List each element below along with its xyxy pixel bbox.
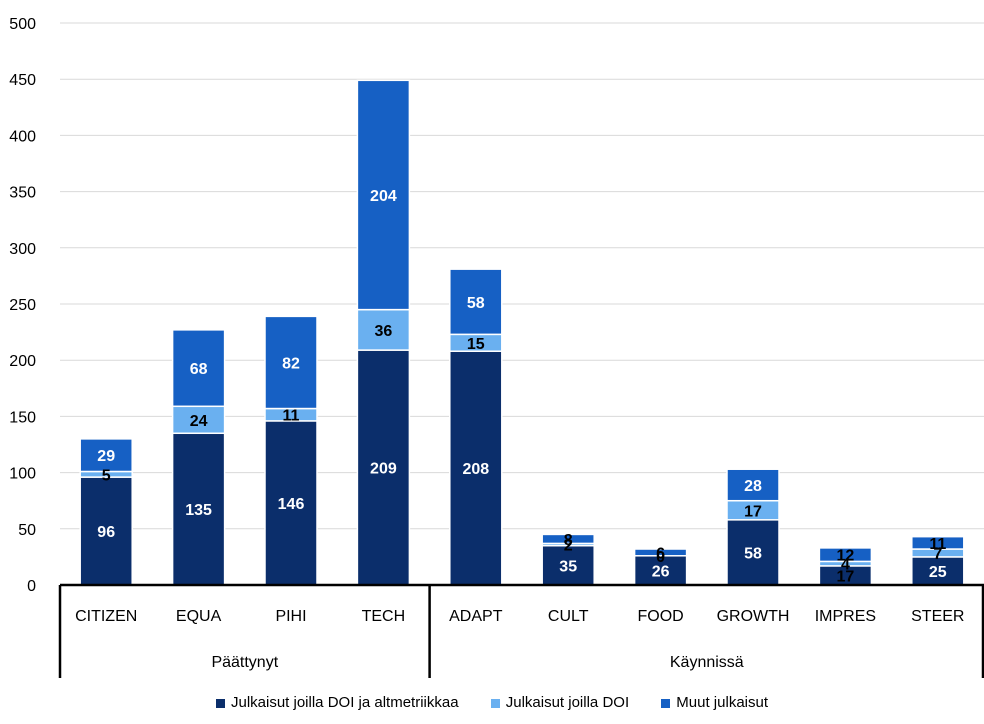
data-label: 4 <box>841 557 850 574</box>
bar-segment <box>633 555 688 586</box>
data-label: 58 <box>467 295 485 312</box>
legend: Julkaisut joilla DOI ja altmetriikkaa Ju… <box>0 694 984 711</box>
legend-swatch <box>215 698 225 708</box>
bar-segment <box>541 533 595 545</box>
y-tick-label: 100 <box>9 466 36 483</box>
bar-segment <box>356 79 411 311</box>
data-label: 5 <box>102 467 111 484</box>
x-tick-label: STEER <box>911 608 964 625</box>
legend-item-doi: Julkaisut joilla DOI <box>490 694 630 711</box>
x-tick-label: GROWTH <box>717 608 790 625</box>
data-label: 11 <box>929 536 946 553</box>
data-label: 208 <box>462 461 489 478</box>
y-tick-label: 150 <box>9 409 36 426</box>
bar-segment <box>171 329 226 408</box>
data-label: 29 <box>97 448 115 465</box>
bar-segment <box>726 468 780 502</box>
bar-segment <box>541 544 595 586</box>
group-label: Päättynyt <box>211 654 278 671</box>
y-tick-label: 250 <box>9 297 36 314</box>
x-tick-label: TECH <box>362 608 406 625</box>
bar-segment <box>633 548 688 557</box>
bar-segment <box>264 420 318 586</box>
y-tick-label: 200 <box>9 353 36 370</box>
x-tick-label: IMPRES <box>815 608 876 625</box>
bar-segment <box>449 268 503 336</box>
bar-segment <box>818 547 873 563</box>
bar-segment <box>171 405 226 435</box>
group-label: Käynnissä <box>670 654 744 671</box>
data-label: 25 <box>929 564 947 581</box>
data-label: 96 <box>97 524 115 541</box>
x-tick-label: FOOD <box>637 608 683 625</box>
bar-segment <box>911 535 965 550</box>
legend-item-other: Muut julkaisut <box>661 694 768 711</box>
x-tick-label: PIHI <box>275 608 306 625</box>
x-axis: CITIZEN EQUA PIHI TECH ADAPT CULT FOOD GROWTH IM… <box>58 583 984 678</box>
y-tick-label: 500 <box>9 16 36 33</box>
x-tick-label: CITIZEN <box>75 608 137 625</box>
legend-label: Julkaisut joilla DOI <box>505 694 630 711</box>
data-label: 36 <box>375 323 393 340</box>
x-tick-label: ADAPT <box>449 608 503 625</box>
data-label: 7 <box>933 546 942 563</box>
y-tick-label: 50 <box>18 522 36 539</box>
data-label: 17 <box>837 568 855 585</box>
data-label: 68 <box>190 361 208 378</box>
data-label: 26 <box>652 563 670 580</box>
bar-segment <box>264 315 318 410</box>
data-label: 0 <box>656 549 665 566</box>
legend-swatch <box>661 698 671 708</box>
data-label: 135 <box>185 502 212 519</box>
data-label: 17 <box>744 503 762 520</box>
data-label: 82 <box>282 355 300 372</box>
data-label: 6 <box>656 545 665 562</box>
data-label: 146 <box>278 496 305 513</box>
bars <box>79 79 965 586</box>
data-label: 15 <box>467 336 485 353</box>
y-tick-label: 0 <box>27 578 36 595</box>
y-tick-label: 300 <box>9 241 36 258</box>
y-tick-label: 350 <box>9 185 36 202</box>
x-tick-label: CULT <box>548 608 589 625</box>
legend-swatch <box>490 698 500 708</box>
data-label: 58 <box>744 545 762 562</box>
data-label: 204 <box>370 188 397 205</box>
x-tick-label: EQUA <box>176 608 222 625</box>
bar-segment <box>449 350 503 586</box>
legend-label: Julkaisut joilla DOI ja altmetriikkaa <box>230 694 459 711</box>
data-label: 209 <box>370 461 397 478</box>
data-label: 2 <box>564 538 573 555</box>
bar-segment <box>79 438 133 473</box>
y-tick-label: 450 <box>9 72 36 89</box>
bar-segment <box>356 308 411 351</box>
data-label: 8 <box>564 532 573 549</box>
data-label: 12 <box>837 548 855 565</box>
y-tick-label: 400 <box>9 128 36 145</box>
data-label: 11 <box>283 408 300 425</box>
data-labels: 9652913524681461182209362042081558352826… <box>97 188 946 585</box>
data-label: 35 <box>559 558 577 575</box>
data-label: 28 <box>744 478 762 495</box>
legend-label: Muut julkaisut <box>676 694 769 711</box>
legend-item-doi-altmetrics: Julkaisut joilla DOI ja altmetriikkaa <box>215 694 459 711</box>
y-axis-ticks: 0 50 100 150 200 250 300 350 400 450 500 <box>9 16 36 595</box>
data-label: 24 <box>190 413 208 430</box>
bar-segment <box>356 349 411 586</box>
